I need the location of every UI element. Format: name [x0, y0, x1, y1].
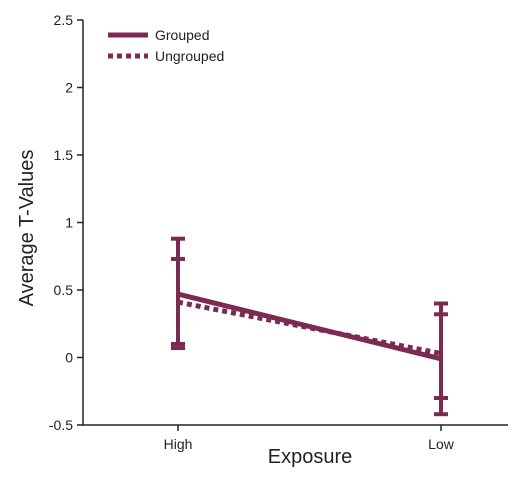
y-tick-label: 1: [65, 215, 73, 231]
series-line-grouped: [177, 291, 442, 362]
y-tick-label: 2: [65, 80, 73, 96]
data-point-grouped: [439, 357, 443, 361]
legend: Grouped Ungrouped: [108, 27, 224, 64]
axes: [82, 20, 508, 426]
y-tick-label: 0.5: [54, 282, 74, 298]
series-grouped: [171, 236, 448, 417]
y-axis-title: Average T-Values: [16, 150, 38, 307]
y-tick-label: -0.5: [49, 417, 73, 433]
legend-label-ungrouped: Ungrouped: [155, 48, 224, 64]
series-layer: [171, 236, 448, 417]
x-ticks: High Low: [164, 425, 455, 452]
y-tick-label: 0: [65, 350, 73, 366]
legend-label-grouped: Grouped: [155, 27, 209, 43]
y-tick-label: 2.5: [54, 12, 74, 28]
data-point-grouped: [176, 292, 180, 296]
x-tick-label: High: [164, 436, 193, 452]
y-tick-label: 1.5: [54, 147, 74, 163]
x-axis-title: Exposure: [268, 446, 353, 468]
y-ticks: -0.5 0 0.5 1 1.5 2 2.5: [49, 12, 83, 433]
x-tick-label: Low: [428, 436, 455, 452]
